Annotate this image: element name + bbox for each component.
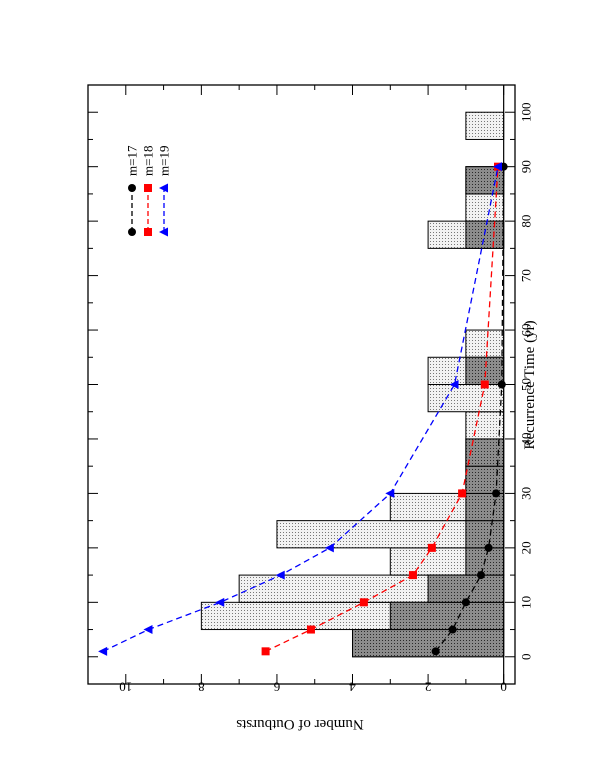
plot-layer [98,85,508,684]
data-point-m=18 [359,598,368,607]
legend-marker [159,183,168,193]
x-tick-label: 30 [519,487,534,500]
data-point-m=17 [476,571,485,580]
y-tick-label: 4 [349,679,356,694]
legend-label: m=17 [125,145,140,176]
histogram-bar [465,193,505,222]
legend-label: m=19 [157,146,172,176]
y-tick-label: 10 [119,679,132,694]
data-point-m=17 [497,380,506,389]
x-tick-label: 100 [519,102,534,122]
histogram-bar [465,329,505,358]
legend-marker [159,227,168,237]
histogram-bar [465,520,505,549]
legend-marker [144,184,152,192]
data-point-m=19 [275,570,285,580]
data-point-m=17 [461,598,470,607]
x-tick-label: 20 [519,541,534,554]
x-tick-label: 40 [519,432,534,445]
histogram-bar [465,111,505,140]
legend-marker [144,228,152,236]
histogram-bar [465,356,505,386]
data-point-m=18 [306,625,315,634]
y-axis-ticks: 0 2 4 6 8 10 [87,85,507,694]
data-point-m=19 [215,597,225,607]
series-line-m=18 [265,166,499,652]
data-point-m=19 [449,380,459,389]
x-tick-label: 70 [519,269,534,282]
histogram-bar [427,384,505,413]
data-point-m=18 [480,380,489,389]
series-line-m=19 [102,166,499,652]
histogram-bar [465,166,505,195]
x-axis-ticks: 0 10 20 30 40 50 60 70 80 90 100 [88,84,534,685]
data-point-m=18 [408,571,417,580]
legend: m=17 m=18 m=19 [125,145,172,237]
histogram-bar [352,629,505,658]
data-point-m=19 [385,488,395,498]
legend-label: m=18 [141,146,156,176]
x-axis-label: Recurrence Time (yr) [522,320,538,449]
y-tick-label: 2 [425,679,432,694]
data-point-m=19 [143,625,153,635]
data-point-m=17 [448,625,457,634]
data-point-m=18 [458,489,467,498]
y-tick-label: 8 [198,679,205,694]
data-point-m=19 [98,646,108,656]
data-point-m=17 [431,647,440,656]
legend-marker [128,184,136,192]
histogram-bar [465,465,505,494]
histogram-bar [465,492,505,522]
x-tick-label: 10 [519,596,534,609]
data-point-m=18 [261,647,270,656]
y-axis-label: Number of Outbursts [236,716,364,732]
y-tick-label: 6 [273,679,280,694]
histogram-bar [465,411,505,440]
data-point-m=19 [492,162,502,172]
y-tick-label: 0 [500,679,507,694]
data-point-m=17 [484,543,493,552]
x-tick-label: 50 [519,378,534,391]
x-tick-label: 80 [519,215,534,228]
series-line-m=17 [435,166,505,652]
histogram-bar [389,601,505,631]
data-point-m=19 [324,543,334,553]
x-tick-label: 60 [519,324,534,337]
data-point-m=17 [492,489,501,498]
histogram-bar [427,574,505,603]
data-point-m=18 [427,543,436,552]
legend-marker [128,228,136,236]
x-tick-label: 90 [519,160,534,173]
x-tick-label: 0 [519,654,534,661]
